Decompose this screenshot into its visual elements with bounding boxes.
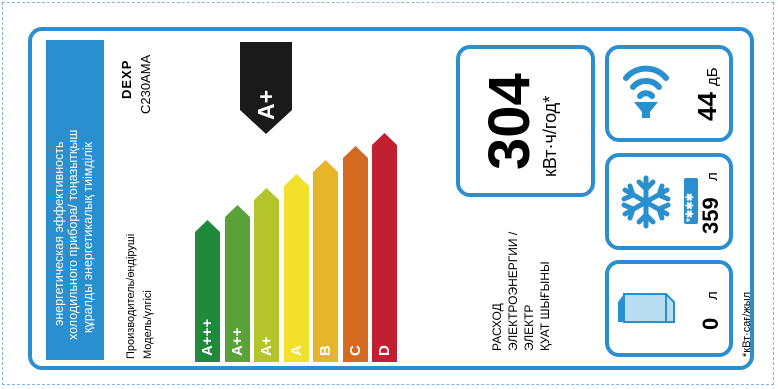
fresh-unit: л	[704, 291, 721, 300]
model-number: C230AMA	[138, 54, 153, 114]
class-bar-5	[313, 160, 338, 362]
class-bar-label-3: A+	[258, 336, 275, 356]
brand-logo: DEXP	[119, 59, 134, 99]
class-bar-1	[195, 220, 220, 362]
consumption-caption-2: ЭЛЕКТРОЭНЕРГИИ /	[506, 231, 520, 351]
consumption-box	[456, 45, 595, 197]
consumption-caption-1: РАСХОД	[490, 303, 504, 351]
header-line-1: энергетическая эффективность	[52, 141, 66, 326]
class-bar-2	[224, 205, 250, 362]
dashed-border	[2, 2, 774, 385]
class-bar-4	[283, 174, 309, 362]
header-line-3: құралды энергетикалық тиімділік	[81, 142, 95, 333]
rating-arrow	[240, 42, 292, 134]
speaker-icon	[620, 62, 672, 120]
consumption-unit: кВт·ч/год*	[540, 95, 560, 177]
manufacturer-label: Производитель/өндіруші	[125, 233, 137, 359]
freezer-box	[605, 153, 733, 250]
consumption-caption-3: ЭЛЕКТР	[522, 304, 536, 351]
model-label: Модель/үлгісі	[142, 290, 154, 359]
noise-box	[605, 45, 733, 142]
rating-label: A+	[253, 89, 279, 120]
class-bar-label-6: C	[346, 345, 364, 356]
class-bar-label-2: A++	[228, 327, 246, 356]
freezer-unit: л	[704, 172, 721, 181]
class-bar-3	[254, 188, 279, 362]
class-bar-label-7: D	[376, 345, 393, 356]
snowflake-icon	[618, 174, 674, 230]
footnote: *кВт·сағ/жыл	[741, 291, 753, 357]
class-bar-label-4: A	[287, 345, 305, 356]
class-bar-6	[342, 146, 368, 362]
class-bar-7	[372, 133, 397, 362]
header-panel	[46, 40, 104, 360]
header-line-2: холодильного прибора/ тоңазытқыш	[66, 129, 80, 340]
freezer-stars: *✱✱✱	[685, 192, 696, 222]
consumption-caption-4: ҚУАТ ШЫҒЫНЫ	[538, 261, 552, 351]
energy-label-card	[28, 27, 754, 370]
noise-unit: дБ	[704, 67, 721, 86]
freezer-value: 359	[698, 197, 723, 234]
consumption-value: 304	[477, 73, 542, 170]
class-bar-label-1: A+++	[199, 318, 216, 356]
fresh-value: 0	[698, 317, 723, 330]
milk-carton-icon	[616, 284, 676, 328]
noise-value: 44	[692, 92, 722, 121]
freezer-stars-badge	[684, 178, 698, 224]
class-bar-label-5: B	[317, 345, 334, 356]
